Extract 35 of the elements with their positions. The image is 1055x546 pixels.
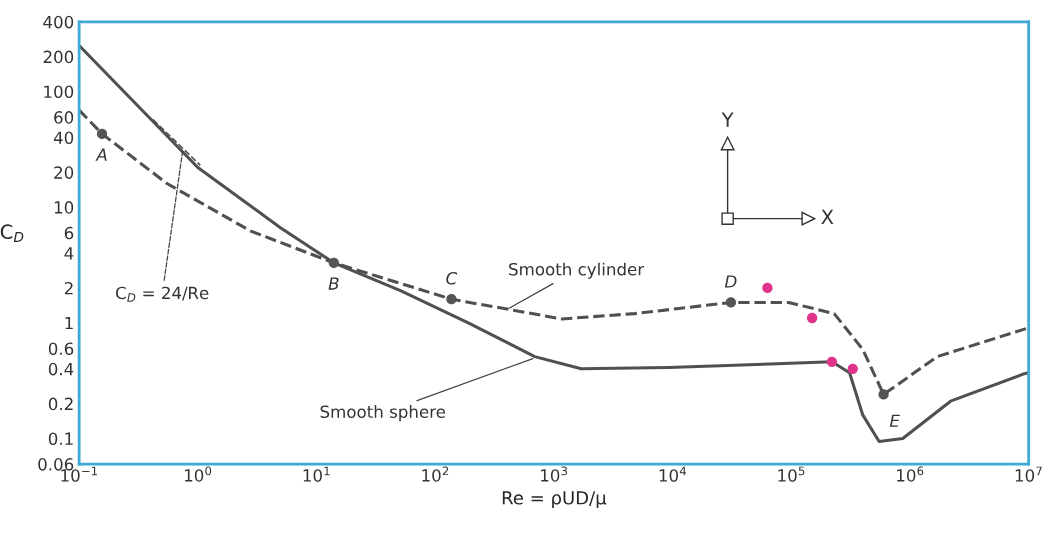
x-tick-label: 10$^{4}$ bbox=[659, 466, 687, 482]
y-tick-label: 100 bbox=[44, 85, 74, 99]
x-tick-label: 10$^{3}$ bbox=[541, 466, 568, 482]
y-tick-label: 10 bbox=[54, 201, 74, 214]
y-tick-label: 2 bbox=[64, 281, 73, 295]
annotation: X bbox=[821, 209, 834, 225]
annotation: A bbox=[95, 148, 107, 161]
y-tick-label: 40 bbox=[53, 131, 74, 145]
y-axis-title: C$_{D}$ bbox=[0, 224, 24, 242]
x-axis-title: Re = ρUD/μ bbox=[502, 491, 607, 509]
annotation: Smooth cylinder bbox=[509, 262, 645, 279]
annotation: Y bbox=[721, 112, 734, 127]
x-tick-label: 10$^{1}$ bbox=[303, 466, 330, 482]
y-tick-label: 4 bbox=[64, 247, 74, 260]
y-tick-label: 400 bbox=[43, 15, 74, 29]
annotation: C bbox=[446, 271, 458, 285]
x-tick-label: 10$^{5}$ bbox=[778, 466, 805, 482]
annotation: B bbox=[328, 277, 339, 290]
annotation: E bbox=[889, 414, 900, 427]
annotation: Smooth sphere bbox=[320, 405, 446, 422]
x-tick-label: 10$^{7}$ bbox=[1015, 466, 1042, 482]
y-tick-label: 0.2 bbox=[48, 397, 73, 411]
y-tick-label: 60 bbox=[54, 111, 74, 124]
x-tick-label: 10$^{6}$ bbox=[897, 466, 924, 482]
y-tick-label: 0.4 bbox=[48, 362, 74, 376]
y-tick-label: 20 bbox=[54, 166, 74, 179]
x-tick-label: 10$^{0}$ bbox=[184, 466, 212, 482]
y-tick-label: 1 bbox=[65, 316, 73, 330]
annotation: D bbox=[724, 275, 737, 288]
y-tick-label: 0.1 bbox=[48, 432, 73, 446]
y-tick-label: 200 bbox=[43, 50, 74, 64]
y-tick-label: 6 bbox=[64, 226, 74, 240]
y-tick-label: 0.6 bbox=[48, 342, 74, 356]
x-tick-label: 10$^{2}$ bbox=[422, 466, 449, 482]
annotation: C$_{D}$ = 24/Re bbox=[116, 286, 209, 302]
